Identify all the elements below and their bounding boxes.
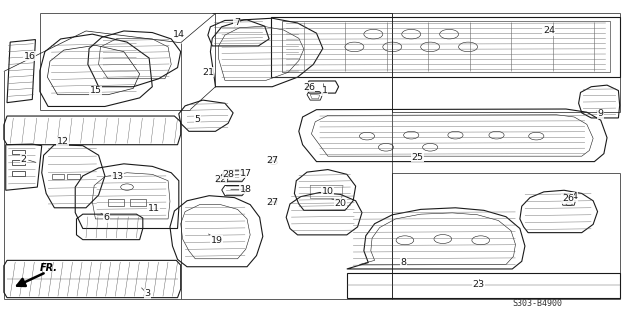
Text: 5: 5	[195, 115, 201, 124]
Text: 28: 28	[222, 170, 234, 179]
Text: 20: 20	[334, 198, 346, 207]
Text: 27: 27	[266, 197, 279, 206]
Text: 14: 14	[173, 30, 185, 39]
Text: 24: 24	[543, 27, 555, 36]
Text: 13: 13	[111, 172, 123, 181]
Text: 18: 18	[240, 185, 252, 194]
Text: 10: 10	[322, 187, 334, 196]
Text: 11: 11	[147, 204, 160, 213]
Text: 27: 27	[266, 156, 279, 165]
Text: 21: 21	[202, 68, 214, 77]
Text: 26: 26	[303, 83, 315, 92]
Text: 16: 16	[24, 52, 35, 61]
Text: FR.: FR.	[40, 263, 58, 273]
Text: 26: 26	[562, 194, 574, 204]
Text: 25: 25	[411, 153, 423, 162]
Text: 7: 7	[234, 18, 240, 27]
Text: 12: 12	[56, 137, 68, 146]
Text: 4: 4	[571, 192, 577, 201]
Text: 23: 23	[472, 280, 484, 289]
Text: 9: 9	[598, 109, 604, 118]
Text: 2: 2	[20, 155, 27, 164]
Text: 8: 8	[401, 258, 406, 267]
Text: 22: 22	[215, 175, 227, 184]
Text: 17: 17	[240, 169, 252, 178]
Text: 6: 6	[104, 213, 110, 222]
Text: 1: 1	[322, 86, 328, 95]
Text: 15: 15	[89, 86, 101, 95]
Text: S303-B4900: S303-B4900	[512, 299, 562, 308]
Text: 19: 19	[211, 236, 223, 245]
Text: 3: 3	[144, 289, 150, 298]
